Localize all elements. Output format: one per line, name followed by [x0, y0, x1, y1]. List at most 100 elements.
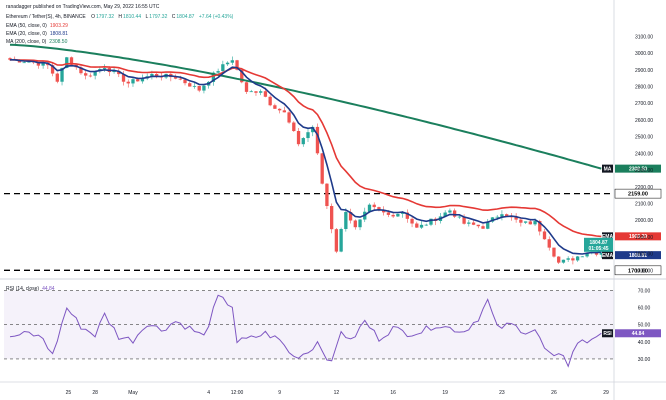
- candle-body: [84, 73, 88, 76]
- candle-body: [268, 96, 272, 106]
- candle-body: [575, 256, 580, 261]
- x-tick-label: 12: [334, 390, 340, 396]
- candle-body: [377, 207, 381, 210]
- y-tick-label: 2100.00: [635, 201, 653, 207]
- candle-body: [542, 231, 547, 240]
- candle-body: [225, 62, 230, 65]
- candle-body: [311, 126, 315, 133]
- rsi-tick-label: 70.00: [638, 289, 651, 295]
- y-tick-label: 2200.00: [635, 185, 653, 191]
- symbol-name: Ethereum / Tether(S), 4h, BINANCE: [6, 14, 86, 20]
- x-tick-label: 23: [499, 390, 505, 396]
- candle-body: [188, 83, 192, 87]
- candle-body: [386, 212, 391, 215]
- x-tick-label: 29: [603, 390, 609, 396]
- candle-body: [211, 72, 216, 82]
- x-tick-label: May: [128, 390, 138, 396]
- x-tick-label: 26: [551, 390, 557, 396]
- candle-body: [117, 70, 121, 75]
- candle-body: [571, 258, 575, 261]
- rsi-badge: [615, 329, 661, 338]
- candle-body: [216, 71, 220, 73]
- y-tick-label: 3000.00: [635, 51, 653, 57]
- candle-body: [230, 60, 234, 63]
- candle-body: [173, 77, 178, 79]
- level-label: 2159.00: [628, 192, 648, 198]
- candle-body: [136, 79, 140, 82]
- rsi-badge-tag-text: RSI: [603, 331, 612, 337]
- candle-body: [538, 221, 542, 232]
- candle-body: [263, 91, 268, 97]
- y-tick-label: 2700.00: [635, 101, 653, 107]
- y-tick-label: 2800.00: [635, 84, 653, 90]
- ma200-legend: MA (200, close, 0) 2308.50: [6, 39, 68, 45]
- y-tick-label: 1900.00: [635, 235, 653, 241]
- candle-body: [348, 212, 353, 221]
- candle-body: [112, 70, 116, 73]
- price-pane: 2159.00 1700.00 MA 2308.50 EMA 1903.29 EMA 1808…: [4, 43, 662, 276]
- candle-body: [391, 214, 395, 217]
- indicator-badge: [615, 164, 661, 173]
- y-tick-label: 2600.00: [635, 118, 653, 124]
- candle-body: [396, 213, 400, 217]
- candle-body: [481, 226, 485, 229]
- last-price-countdown: 01:05:45: [588, 246, 608, 252]
- candle-body: [580, 256, 585, 258]
- candle-body: [140, 78, 145, 82]
- candle-body: [334, 229, 339, 252]
- candle-body: [249, 91, 253, 93]
- level-label: 1700.00: [628, 268, 648, 274]
- y-tick-label: 1800.00: [635, 252, 653, 258]
- candle-body: [457, 216, 462, 218]
- candle-body: [490, 217, 495, 222]
- candle-body: [405, 212, 409, 219]
- candle-body: [486, 221, 490, 229]
- candle-body: [287, 112, 291, 123]
- author-line: ranadagger published on TradingView.com,…: [6, 4, 160, 10]
- candle-body: [372, 204, 376, 208]
- candle-body: [41, 62, 45, 66]
- candle-body: [55, 73, 59, 82]
- candle-body: [561, 259, 566, 263]
- candle-body: [221, 64, 225, 72]
- x-tick-label: 12:00: [231, 390, 244, 396]
- candle-body: [315, 126, 320, 154]
- y-tick-label: 2000.00: [635, 218, 653, 224]
- candle-body: [183, 79, 187, 84]
- y-tick-label: 2900.00: [635, 68, 653, 74]
- rsi-legend: RSI (14, close) 44.84: [6, 286, 55, 292]
- candle-body: [424, 224, 428, 226]
- indicator-badge-tag-text: MA: [604, 166, 612, 172]
- candle-body: [301, 138, 305, 145]
- candle-body: [443, 212, 447, 217]
- candle-body: [50, 65, 55, 74]
- indicator-badge-tag-text: EMA: [602, 234, 614, 240]
- ema20-line: [10, 59, 602, 255]
- ma200-line: [9, 43, 602, 170]
- candle-body: [528, 221, 532, 225]
- candle-body: [102, 68, 107, 70]
- candle-body: [519, 219, 523, 223]
- ema50-legend: EMA (50, close, 0) 1903.29: [6, 23, 68, 29]
- candle-body: [254, 91, 258, 93]
- x-tick-label: 4: [207, 390, 210, 396]
- candle-body: [296, 131, 301, 145]
- candle-body: [344, 212, 348, 230]
- level-label-box: [614, 265, 662, 276]
- candle-body: [476, 224, 480, 227]
- candle-body: [282, 110, 287, 113]
- candle-body: [131, 79, 135, 84]
- indicator-badge: [615, 232, 661, 241]
- candle-body: [240, 69, 244, 83]
- indicator-badge-value: 1903.29: [629, 234, 647, 240]
- last-price-value: 1804.87: [589, 240, 607, 246]
- candle-body: [382, 209, 386, 213]
- y-tick-label: 2400.00: [635, 151, 653, 157]
- candle-body: [419, 224, 424, 228]
- rsi-pane: 30.00 40.00 50.00 60.00 70.00 RSI 44.84: [4, 289, 661, 368]
- indicator-badge-tag-text: EMA: [602, 253, 614, 259]
- last-price-badge: [584, 237, 613, 252]
- y-tick-label: 1700.00: [635, 268, 653, 274]
- candle-body: [599, 252, 603, 255]
